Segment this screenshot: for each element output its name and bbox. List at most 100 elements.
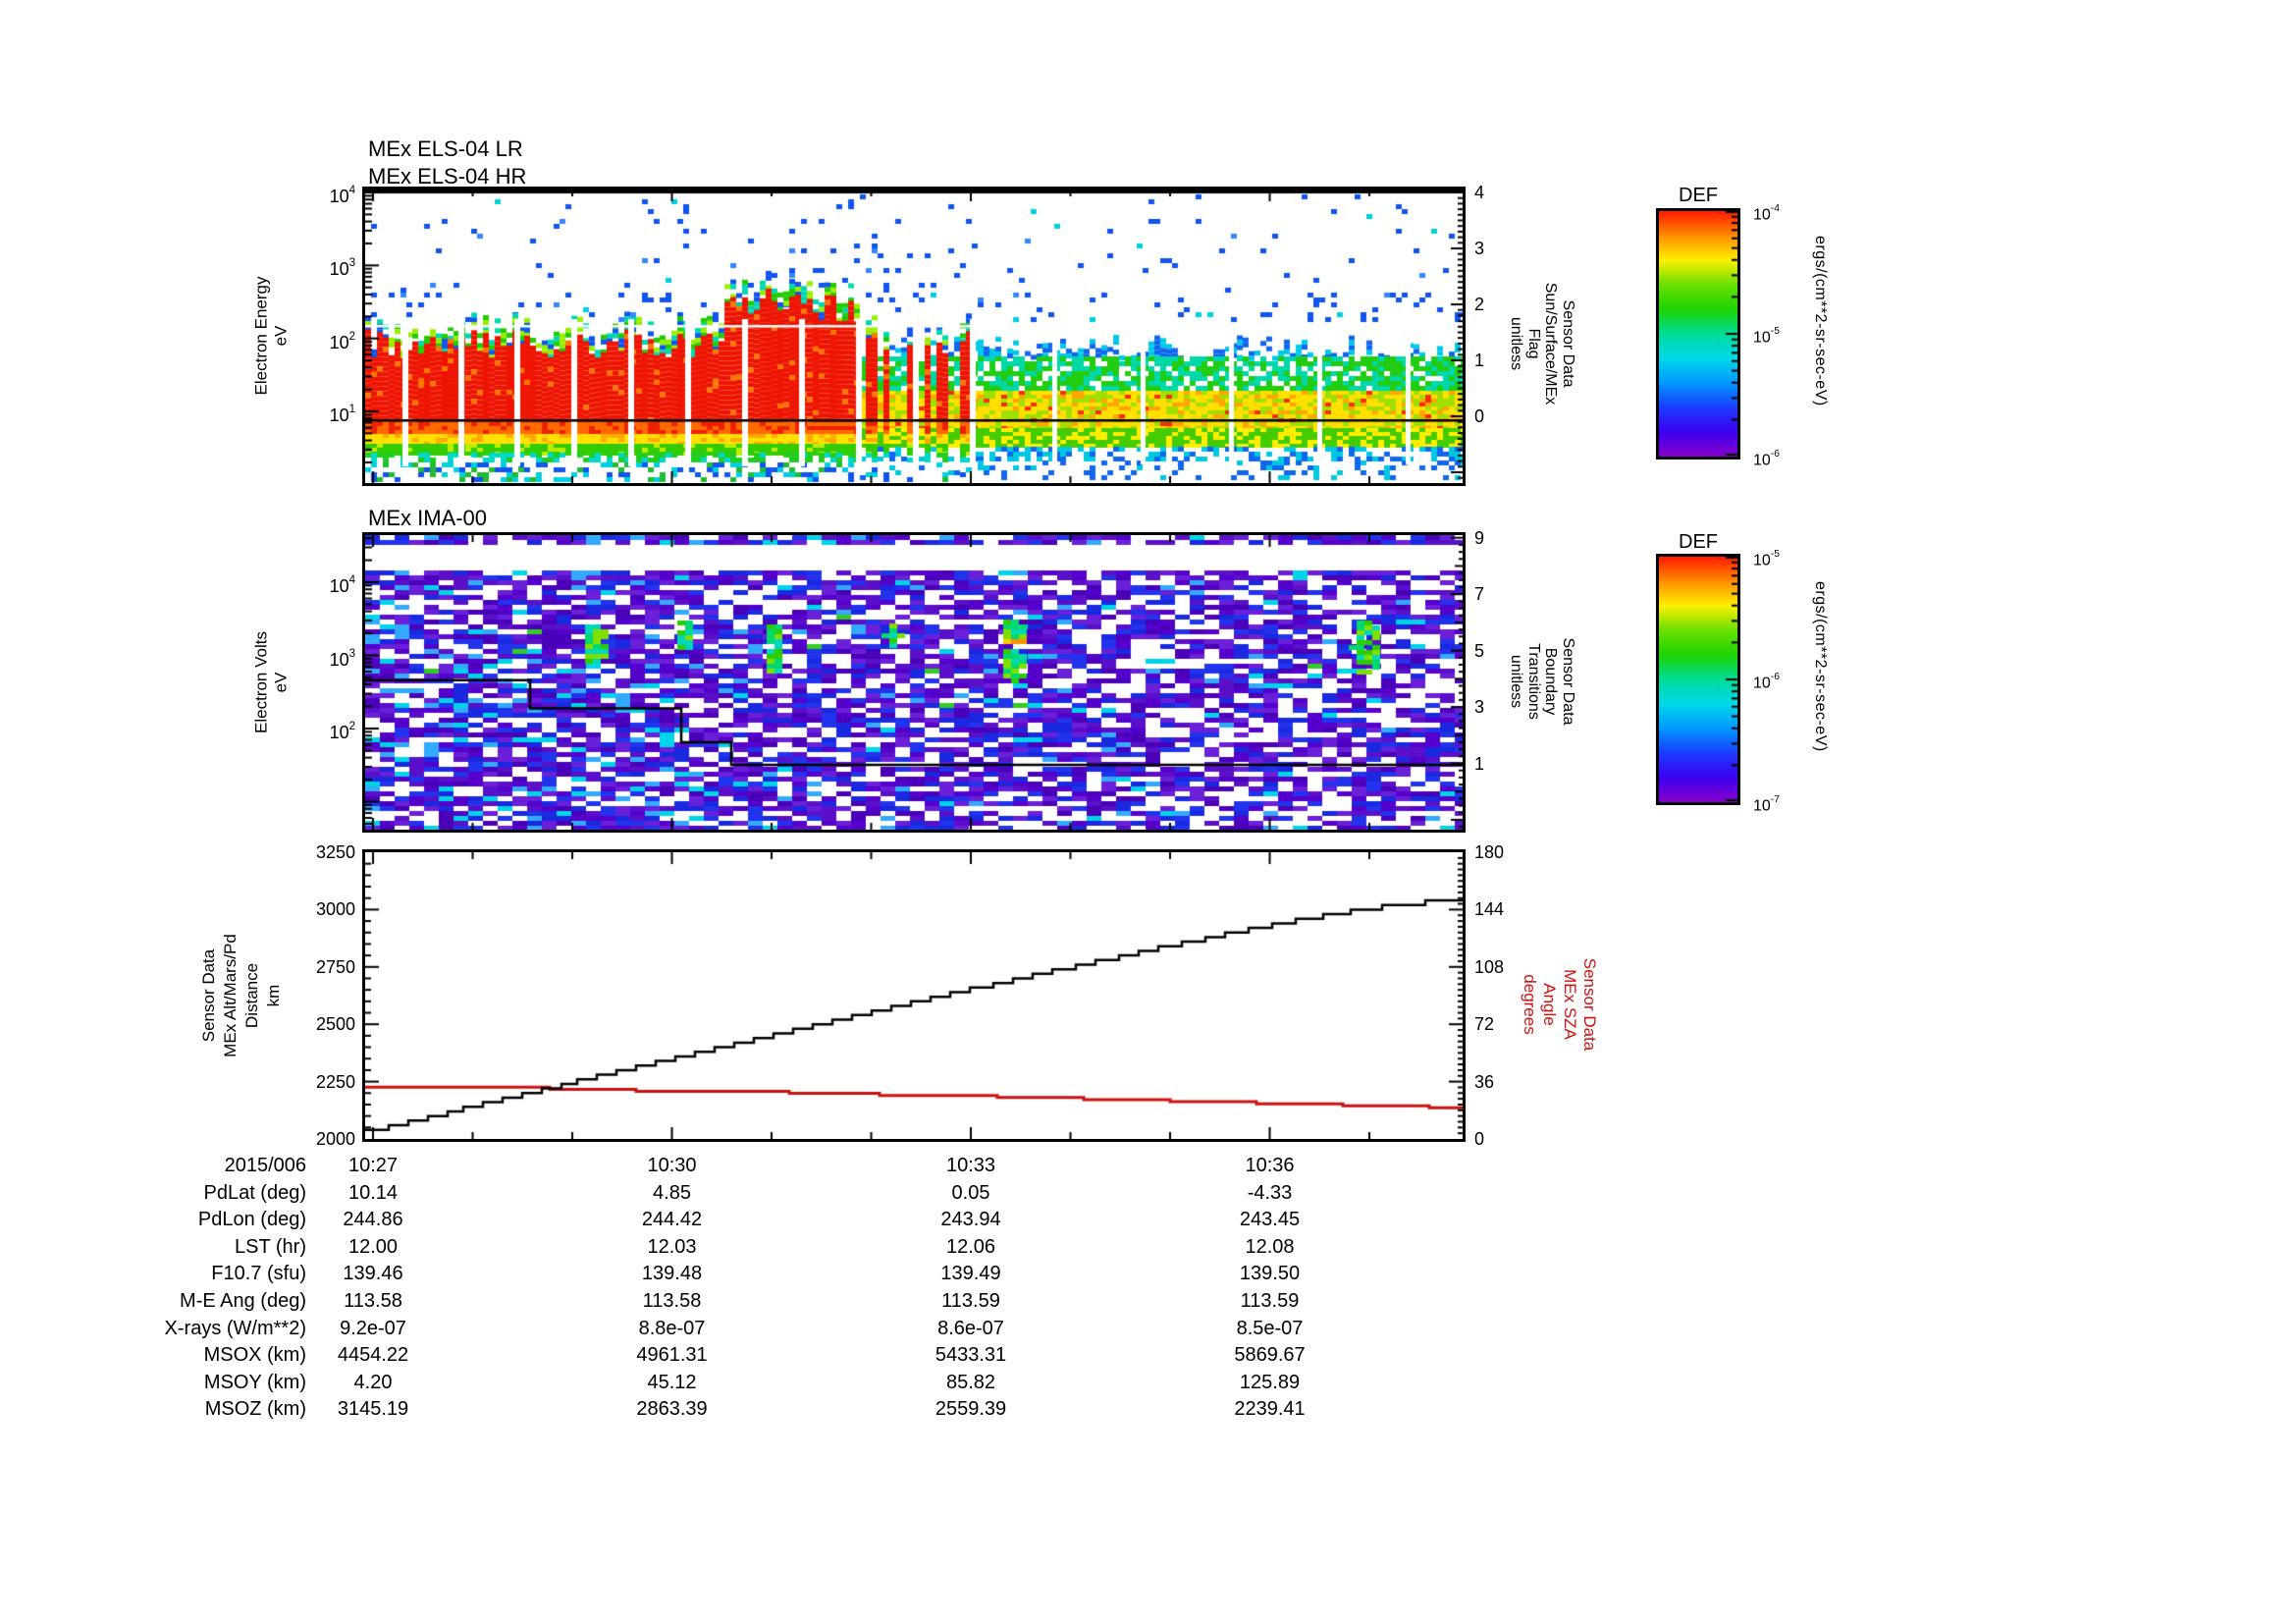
ima-title: MEx IMA-00 [368, 506, 488, 530]
ima-ytick-label: 104 [329, 574, 355, 596]
els-colorbar-tick-label: 10-4 [1753, 203, 1780, 224]
table-cell: 9.2e-07 [340, 1317, 406, 1339]
ima-panel-frame [362, 532, 1466, 833]
ima-right-axis-label: Sensor Data Boundary Transitions unitless [1508, 637, 1577, 726]
altitude-tick-label: 2250 [315, 1071, 355, 1092]
ima-boundary-tick-label: 1 [1474, 753, 1485, 774]
els-right-axis-label: Sensor Data Sun/Surface/MEx Flag unitless [1508, 282, 1577, 406]
ima-colorbar-frame [1656, 554, 1740, 805]
els-flag-tick-label: 3 [1474, 239, 1485, 258]
table-cell: 2239.41 [1234, 1398, 1306, 1421]
els-colorbar-frame [1656, 208, 1740, 460]
els-title-hr: MEx ELS-04 HR [368, 164, 527, 189]
table-cell: -4.33 [1247, 1181, 1293, 1204]
table-cell: 243.45 [1239, 1209, 1301, 1231]
ima-colorbar-tick-label: 10-7 [1753, 794, 1780, 815]
els-ytick-label: 101 [329, 403, 355, 425]
table-row-label: LST (hr) [235, 1235, 306, 1258]
table-cell: 4454.22 [337, 1344, 409, 1367]
table-cell: 244.42 [641, 1209, 703, 1231]
els-yaxis-label: Electron Energy eV [251, 276, 291, 396]
table-row-label: PdLon (deg) [197, 1209, 306, 1231]
ima-colorbar-units: ergs/(cm**2-sr-sec-eV) [1812, 581, 1829, 752]
altitude-tick-label: 2750 [315, 956, 355, 977]
ima-colorbar-title: DEF [1679, 531, 1718, 553]
ima-ytick-label: 103 [329, 647, 355, 670]
timeseries-panel-frame [362, 849, 1466, 1142]
date-label: 2015/006 [224, 1155, 306, 1176]
els-panel-frame [362, 187, 1466, 486]
ima-spectrogram-canvas [365, 535, 1463, 830]
els-colorbar-tick-label: 10-6 [1753, 449, 1780, 469]
ima-colorbar-tick-label: 10-6 [1753, 672, 1780, 692]
table-cell: 2559.39 [934, 1398, 1007, 1421]
ima-ytick-label: 102 [329, 721, 355, 742]
table-row-label: M-E Ang (deg) [180, 1290, 306, 1312]
table-cell: 3145.19 [337, 1398, 409, 1421]
table-cell: 12.00 [347, 1235, 399, 1258]
table-cell: 85.82 [945, 1371, 996, 1393]
sza-tick-label: 108 [1474, 956, 1505, 977]
sza-tick-label: 72 [1474, 1014, 1495, 1035]
els-spectrogram-canvas [365, 189, 1463, 483]
table-cell: 4.20 [353, 1371, 393, 1393]
table-row-label: F10.7 (sfu) [211, 1263, 306, 1285]
table-cell: 113.59 [941, 1290, 1000, 1312]
altitude-tick-label: 3000 [315, 899, 355, 920]
table-cell: 8.6e-07 [937, 1317, 1004, 1339]
els-title-lr: MEx ELS-04 LR [368, 136, 523, 161]
table-cell: 125.89 [1239, 1371, 1301, 1393]
table-cell: 139.49 [940, 1263, 1001, 1285]
table-cell: 4.85 [653, 1181, 691, 1204]
table-cell: 5433.31 [934, 1344, 1007, 1367]
table-row-label: MSOY (km) [203, 1371, 306, 1393]
els-colorbar-canvas [1659, 211, 1737, 457]
table-cell: 2863.39 [636, 1398, 708, 1421]
sza-tick-label: 0 [1474, 1129, 1485, 1149]
altitude-tick-label: 3250 [315, 842, 355, 862]
els-flag-tick-label: 0 [1474, 406, 1485, 426]
els-colorbar-tick-label: 10-5 [1753, 326, 1780, 347]
table-cell: 8.5e-07 [1236, 1317, 1304, 1339]
table-cell: 8.8e-07 [638, 1317, 706, 1339]
els-colorbar-units: ergs/(cm**2-sr-sec-eV) [1812, 236, 1829, 406]
time-tick-label: 10:33 [945, 1155, 996, 1176]
ima-colorbar-canvas [1659, 557, 1737, 802]
table-cell: 12.08 [1245, 1235, 1295, 1258]
els-ytick-label: 103 [329, 257, 355, 280]
sza-tick-label: 36 [1474, 1071, 1495, 1092]
sza-axis-label: Sensor Data MEx SZA Angle degrees [1520, 957, 1599, 1052]
sza-tick-label: 180 [1474, 842, 1505, 862]
els-ytick-label: 102 [329, 330, 355, 352]
els-flag-tick-label: 1 [1474, 351, 1485, 370]
els-flag-tick-label: 4 [1474, 183, 1485, 202]
table-cell: 139.50 [1239, 1263, 1301, 1285]
time-tick-label: 10:30 [647, 1155, 697, 1176]
table-row-label: PdLat (deg) [203, 1181, 306, 1204]
table-cell: 4961.31 [636, 1344, 708, 1367]
table-cell: 113.58 [344, 1290, 402, 1312]
table-cell: 5869.67 [1234, 1344, 1306, 1367]
ima-yaxis-label: Electron Volts eV [251, 631, 291, 733]
altitude-tick-label: 2500 [315, 1014, 355, 1035]
table-row-label: X-rays (W/m**2) [164, 1317, 306, 1339]
table-cell: 113.58 [642, 1290, 702, 1312]
ima-boundary-tick-label: 9 [1474, 527, 1485, 548]
els-colorbar-title: DEF [1679, 185, 1718, 206]
table-cell: 139.46 [343, 1263, 403, 1285]
table-cell: 113.59 [1240, 1290, 1300, 1312]
table-row-label: MSOX (km) [203, 1344, 306, 1367]
sza-tick-label: 144 [1474, 899, 1505, 920]
table-cell: 244.86 [343, 1209, 403, 1231]
table-cell: 139.48 [641, 1263, 703, 1285]
table-cell: 243.94 [940, 1209, 1001, 1231]
table-cell: 45.12 [647, 1371, 697, 1393]
timeseries-canvas [365, 852, 1463, 1139]
time-tick-label: 10:27 [347, 1155, 399, 1176]
time-tick-label: 10:36 [1245, 1155, 1295, 1176]
ima-boundary-tick-label: 7 [1474, 584, 1485, 605]
table-cell: 12.03 [647, 1235, 697, 1258]
table-cell: 10.14 [347, 1181, 399, 1204]
ima-colorbar-tick-label: 10-5 [1753, 549, 1780, 569]
